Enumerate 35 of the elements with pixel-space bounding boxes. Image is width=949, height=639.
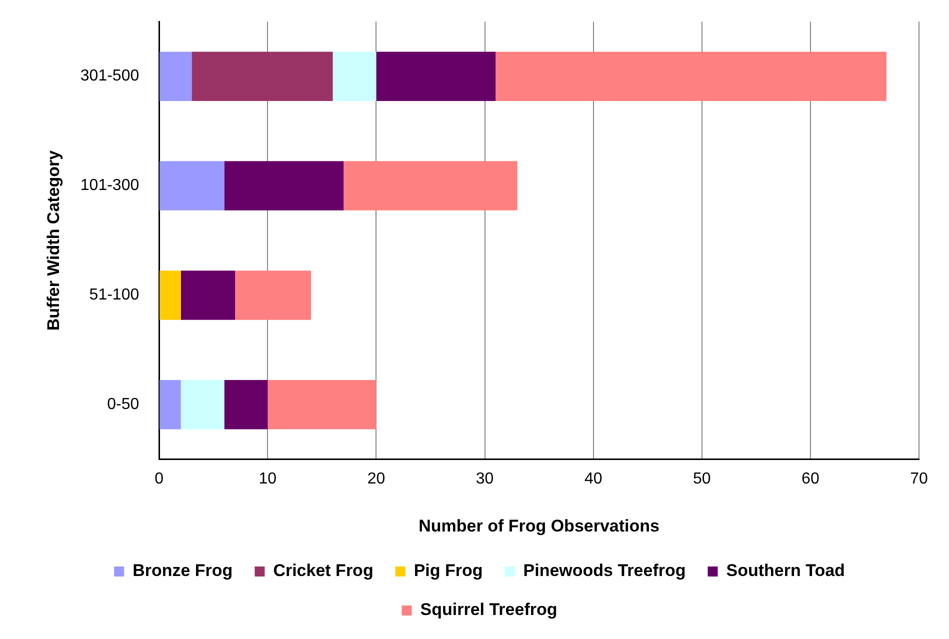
legend-label: Cricket Frog (273, 561, 374, 580)
bar (235, 270, 312, 320)
y-tick-label: 51-100 (89, 286, 140, 304)
x-axis-title: Number of Frog Observations (418, 516, 660, 536)
bar (192, 52, 333, 101)
legend-label: Southern Toad (726, 561, 845, 580)
x-tick-label: 30 (476, 470, 494, 488)
bar (224, 380, 268, 430)
x-tick-label: 20 (367, 470, 386, 488)
x-tick-label: 10 (258, 470, 277, 488)
x-tick-label: 70 (910, 470, 928, 488)
bar (224, 161, 344, 210)
bar (160, 52, 192, 101)
bar (332, 52, 376, 101)
legend-label: Pinewoods Treefrog (523, 561, 686, 580)
bar (180, 270, 236, 320)
y-tick-label: 101-300 (80, 177, 140, 194)
bar (376, 52, 496, 101)
legend-label: Squirrel Treefrog (420, 600, 558, 620)
bar (496, 52, 886, 101)
x-tick-label: 40 (584, 470, 602, 488)
bar (344, 161, 518, 210)
legend-label: Pig Frog (414, 561, 483, 580)
bar (160, 380, 181, 430)
legend-label: Bronze Frog (132, 561, 233, 580)
bar (160, 161, 224, 210)
bar (180, 380, 224, 430)
x-tick-label: 0 (154, 470, 164, 488)
x-tick-label: 60 (802, 470, 820, 488)
y-tick-label: 301-500 (80, 68, 140, 85)
y-tick-label: 0-50 (107, 396, 140, 414)
bar (268, 380, 376, 430)
y-axis-title: Buffer Width Category (44, 150, 63, 331)
x-tick-label: 50 (692, 470, 711, 488)
bar (160, 270, 181, 320)
